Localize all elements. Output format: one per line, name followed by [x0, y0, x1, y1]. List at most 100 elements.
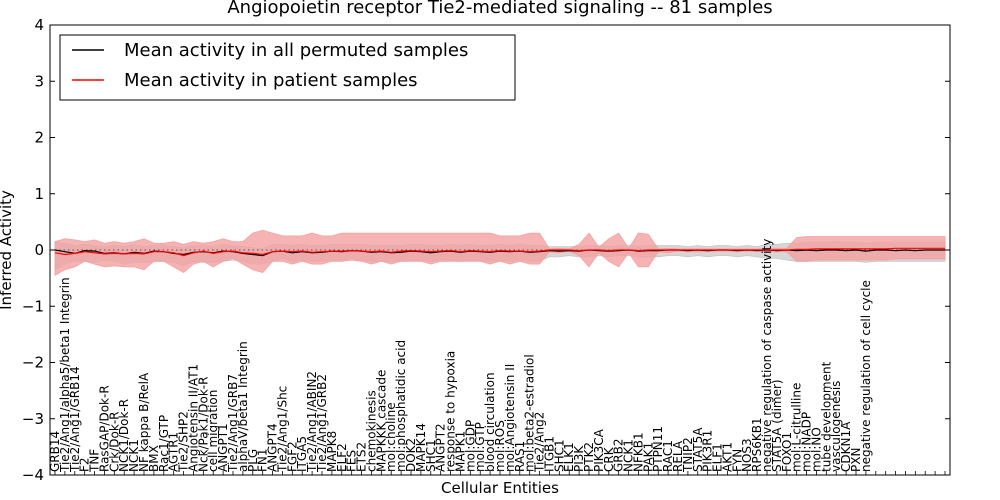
x-tick-label: mol:GTP: [473, 422, 487, 472]
x-tick-label: SHC1: [552, 439, 566, 472]
x-tick-label: Tie2/SHP2: [177, 411, 191, 473]
chart-title: Angiopoietin receptor Tie2-mediated sign…: [227, 0, 772, 18]
x-tick-label: ITGB1: [542, 436, 556, 472]
x-tick-label: chemokinesis: [364, 390, 378, 472]
x-tick-label: NFKB1: [631, 432, 645, 472]
x-tick-label: negative regulation of cell cycle: [859, 280, 873, 472]
x-tick-label: PAK1: [641, 442, 655, 472]
x-tick-label: Tie2/Ang1/Shc: [275, 386, 289, 473]
x-tick-label: ITGA5: [295, 436, 309, 472]
y-tick-label: 3: [34, 72, 44, 90]
x-tick-label: MAPK1: [453, 431, 467, 472]
series-line-patient: [54, 247, 945, 257]
x-tick-label: mol:NO: [809, 427, 823, 472]
x-tick-label: ANGPT1: [216, 423, 230, 472]
x-tick-label: RPS6KB1: [750, 417, 764, 472]
x-tick-label: Angiotensin II/AT1: [186, 364, 200, 472]
x-tick-label: mol:ROS: [493, 420, 507, 472]
plot-frame: [49, 24, 951, 476]
x-tick-label: mol:L-citrulline: [790, 383, 804, 472]
y-tick-label: −1: [22, 297, 44, 315]
legend-label-patient: Mean activity in patient samples: [124, 70, 418, 91]
x-tick-label: STAT5A (dimer): [770, 379, 784, 472]
x-tick-label: FGF2: [285, 441, 299, 472]
x-tick-label: blood circulation: [483, 372, 497, 472]
x-tick-label: MAPK8: [325, 431, 339, 472]
y-tick-label: 4: [34, 16, 44, 34]
x-tick-label: AGTR1: [167, 432, 181, 472]
x-tick-label: tube development: [819, 361, 833, 472]
x-tick-label: Tie2/Ang1/ABIN2: [305, 371, 319, 473]
x-tick-label: mol:GDP: [463, 420, 477, 472]
x-tick-label: SHC1: [424, 439, 438, 472]
x-tick-label: negative regulation of caspase activity: [760, 239, 774, 472]
x-tick-label: STAT5A: [691, 427, 705, 472]
x-tick-label: Tie2/Ang1/alpha5/beta1 Integrin: [58, 277, 72, 473]
x-tick-label: PIK3R1: [701, 430, 715, 472]
x-tick-label: ANGPT4: [266, 423, 280, 472]
x-tick-label: NCK1: [127, 439, 141, 472]
x-tick-label: Tie2/Ang2: [533, 412, 547, 473]
x-tick-label: TNF: [88, 449, 102, 473]
x-tick-label: RAC1: [661, 440, 675, 472]
y-tick-label: 0: [34, 241, 44, 259]
x-tick-label: ELK1: [562, 442, 576, 472]
x-tick-label: FN1: [256, 448, 270, 472]
x-tick-label: vasculogenesis: [829, 381, 843, 472]
x-tick-label: mol:choline: [384, 402, 398, 472]
x-tick-label: CRK: [602, 446, 616, 472]
x-tick-label: RELA: [671, 440, 685, 472]
x-tick-label: RAS1: [513, 441, 527, 472]
x-tick-label: ANGPT2: [434, 423, 448, 472]
x-tick-label: mol:Angiotensin II: [503, 364, 517, 472]
y-tick-label: 2: [34, 129, 44, 147]
y-tick-label: 1: [34, 185, 44, 203]
x-tick-label: ELF1: [711, 443, 725, 472]
y-axis-label: Inferred Activity: [0, 190, 15, 310]
x-tick-label: cell migration: [206, 390, 220, 472]
x-tick-label: Rac1/GTP: [157, 415, 171, 472]
x-tick-label: RasGAP/Dok-R: [97, 385, 111, 472]
x-tick-label: DOK2: [404, 438, 418, 472]
x-tick-label: MAPK14: [414, 423, 428, 472]
x-tick-label: BMX: [147, 445, 161, 472]
x-tick-label: TNIP2: [681, 437, 695, 473]
y-tick-label: −4: [22, 466, 44, 484]
x-tick-label: NCK1/Dok-R: [117, 399, 131, 472]
x-tick-label: Tie2/Ang1/GRB2: [315, 374, 329, 473]
x-tick-label: FES: [345, 450, 359, 472]
x-tick-label: PXN: [849, 448, 863, 472]
band-patient: [54, 229, 946, 276]
legend-label-permuted: Mean activity in all permuted samples: [124, 40, 468, 61]
series-lines: [54, 247, 945, 257]
x-tick-label: NOS3: [740, 438, 754, 472]
y-tick-label: −2: [22, 354, 44, 372]
x-tick-label: AKT1: [720, 442, 734, 472]
x-tick-label: Tie2/Ang1/GRB7: [226, 374, 240, 473]
x-axis-label: Cellular Entities: [441, 479, 559, 497]
x-tick-label: Crk/Dok-R: [107, 411, 121, 472]
x-tick-label: Nck/Pak1/Dok-R: [196, 377, 210, 472]
x-tick-label: NCK1: [622, 439, 636, 472]
x-tick-label: MAPKKK cascade: [374, 370, 388, 472]
legend: Mean activity in all permuted samples Me…: [59, 34, 516, 101]
x-tick-label: PLG: [246, 449, 260, 472]
y-axis-ticks: 4 3 2 1 0 −1 −2 −3 −4: [22, 16, 950, 484]
x-tick-label: mol:NADP: [800, 412, 814, 472]
legend-box: [59, 34, 516, 101]
x-tick-label: mol:phosphatidic acid: [394, 340, 408, 472]
x-tick-label: PTPN11: [651, 426, 665, 472]
x-tick-label: CDKN1A: [839, 421, 853, 472]
x-tick-label: mol:beta2-estradiol: [523, 354, 537, 472]
x-tick-label: PIK3CA: [592, 428, 606, 472]
x-tick-label: Tie2/Ang1/GRB14: [68, 366, 82, 473]
x-tick-label: GRB2: [612, 438, 626, 472]
x-tick-label: ELF2: [335, 443, 349, 472]
x-tick-label: F2: [78, 457, 92, 472]
x-tick-label: FYN: [730, 449, 744, 472]
x-tick-label: response to hypoxia: [444, 351, 458, 472]
x-tick-label: NF kappa B/RelA: [137, 372, 151, 472]
y-tick-label: −3: [22, 410, 44, 428]
